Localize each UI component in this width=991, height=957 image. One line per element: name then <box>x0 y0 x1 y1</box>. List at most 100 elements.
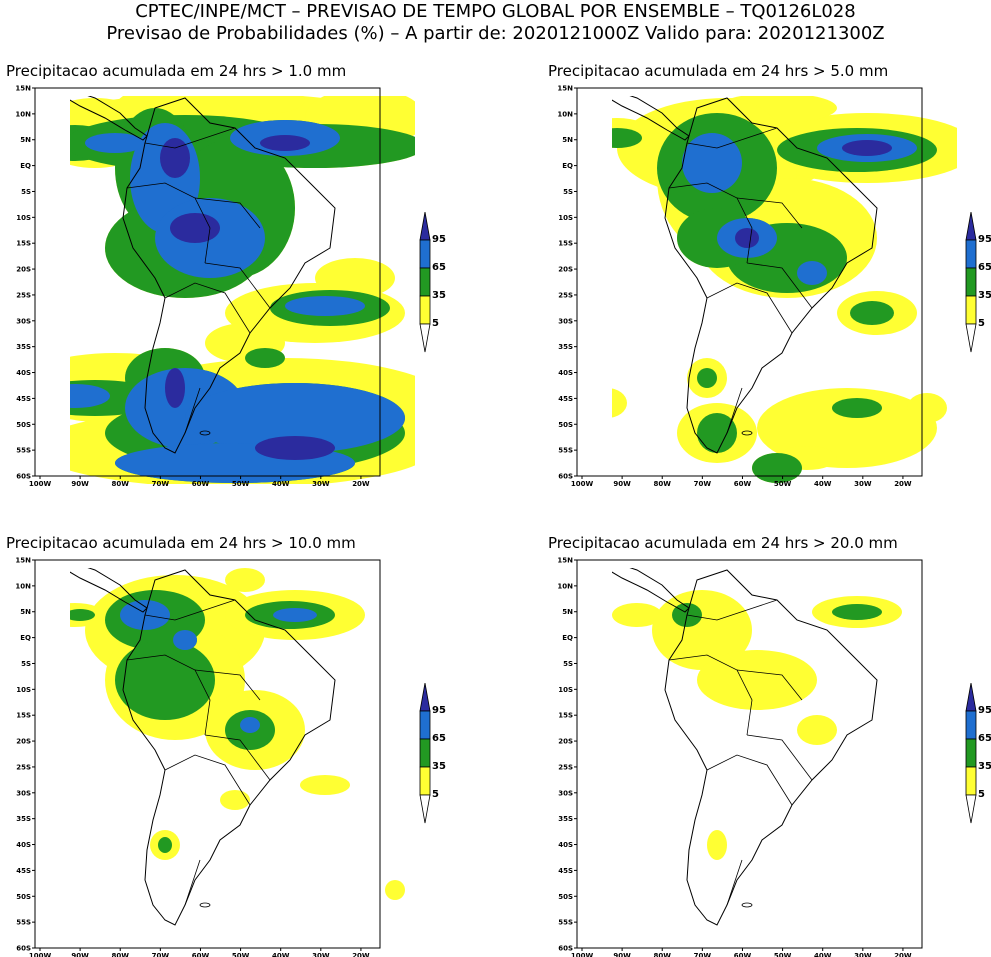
lat-tick-label: 5N <box>20 136 31 144</box>
lat-tick-label: 10N <box>557 110 573 118</box>
country-border <box>686 599 778 621</box>
lat-tick-label: 60S <box>16 945 31 953</box>
colorbar-segment <box>965 738 977 768</box>
probability-area <box>752 453 802 483</box>
probability-area <box>612 603 662 627</box>
lon-tick-label: 60W <box>192 952 210 957</box>
probability-area <box>173 630 197 650</box>
lon-tick-label: 50W <box>774 952 792 957</box>
probability-area <box>907 393 947 423</box>
lat-tick-label: 20S <box>558 266 573 274</box>
colorbar-segment <box>419 710 431 740</box>
probability-area <box>158 837 172 853</box>
colorbar-segment <box>419 239 431 269</box>
colorbar-segment <box>965 239 977 269</box>
panel-4-title: Precipitacao acumulada em 24 hrs > 20.0 … <box>548 534 898 552</box>
probability-area <box>612 388 627 418</box>
country-border <box>204 734 271 781</box>
lat-tick-label: 30S <box>558 317 573 325</box>
country-border <box>194 669 261 701</box>
probability-area <box>240 717 260 733</box>
lon-tick-label: 60W <box>734 480 752 488</box>
lon-tick-label: 80W <box>653 952 671 957</box>
country-border <box>164 754 251 806</box>
probability-area <box>35 880 55 900</box>
panel-2-map: 15N 10N 5N EQ 5S 10S 15S 20S 25S 30S 35S 40S 45S 50S 5… <box>557 85 957 488</box>
panel-4-map: 15N 10N 5N EQ 5S 10S 15S 20S 25S 30S 35S 40S 45S 50S 5… <box>557 557 923 957</box>
country-border <box>736 669 803 701</box>
lat-tick-label: 15N <box>557 85 573 93</box>
probability-area <box>220 790 250 810</box>
legend-label: 95 <box>978 234 991 245</box>
panel-1-title: Precipitacao acumulada em 24 hrs > 1.0 m… <box>6 62 347 80</box>
lat-tick-label: 15S <box>16 240 31 248</box>
lat-tick-label: 55S <box>558 919 573 927</box>
colorbar <box>965 683 977 824</box>
colorbar-segment <box>419 295 431 325</box>
map-frame <box>34 559 381 949</box>
lat-tick-label: 5N <box>562 608 573 616</box>
lat-tick-label: 20S <box>16 738 31 746</box>
country-border <box>144 599 236 621</box>
lat-tick-label: 60S <box>558 945 573 953</box>
probability-area <box>300 775 350 795</box>
lat-tick-label: 60S <box>16 473 31 481</box>
map-frame <box>34 87 381 477</box>
probability-area <box>160 138 190 178</box>
lon-tick-label: 30W <box>312 480 330 488</box>
lat-tick-label: 5S <box>563 660 573 668</box>
probability-area <box>285 296 365 316</box>
legend-label: 5 <box>432 318 439 329</box>
probability-area <box>225 96 305 114</box>
legend-label: 95 <box>432 705 446 716</box>
lon-tick-label: 30W <box>854 480 872 488</box>
lon-tick-label: 70W <box>152 480 170 488</box>
main-title: CPTEC/INPE/MCT – PREVISAO DE TEMPO GLOBA… <box>135 1 856 22</box>
lat-tick-label: 40S <box>16 369 31 377</box>
coastline <box>664 97 878 454</box>
probability-area <box>385 880 405 900</box>
panel-1-map: 15N 10N 5N EQ 5S 10S 15S 20S 25S 30S 35S 40S 45S 50S 5… <box>15 85 415 488</box>
lat-tick-label: 40S <box>16 841 31 849</box>
lat-tick-label: EQ <box>562 162 573 170</box>
coastline <box>664 569 878 926</box>
lon-tick-label: 90W <box>71 480 89 488</box>
lon-tick-label: 40W <box>814 480 832 488</box>
lon-tick-label: 50W <box>232 952 250 957</box>
lon-tick-label: 60W <box>734 952 752 957</box>
lat-tick-label: 5S <box>21 660 31 668</box>
country-border <box>144 127 236 149</box>
country-border <box>726 387 743 434</box>
lat-tick-label: 50S <box>558 893 573 901</box>
lon-tick-label: 80W <box>653 480 671 488</box>
colorbar <box>419 683 431 824</box>
country-border <box>204 262 271 309</box>
probability-area <box>842 140 892 156</box>
lat-tick-label: 50S <box>16 421 31 429</box>
lat-tick-label: 55S <box>558 447 573 455</box>
country-border <box>726 859 743 906</box>
lat-tick-label: 30S <box>16 789 31 797</box>
lat-tick-label: 60S <box>558 473 573 481</box>
lat-tick-label: 10S <box>558 214 573 222</box>
colorbar-top-arrow <box>419 212 431 241</box>
lat-tick-label: EQ <box>562 634 573 642</box>
legend-label: 5 <box>978 789 985 800</box>
falklands-outline <box>199 902 211 908</box>
central-america-coast <box>612 96 690 141</box>
lat-tick-label: 40S <box>558 369 573 377</box>
probability-area <box>797 715 837 745</box>
lon-tick-label: 100W <box>29 480 52 488</box>
lat-tick-label: 10N <box>557 582 573 590</box>
lat-tick-label: 5S <box>563 188 573 196</box>
lon-tick-label: 100W <box>571 480 594 488</box>
subtitle: Previsao de Probabilidades (%) – A parti… <box>106 23 885 44</box>
legend-label: 95 <box>432 234 446 245</box>
lat-tick-label: 30S <box>558 789 573 797</box>
falklands-outline <box>741 430 753 436</box>
lat-tick-label: 40S <box>558 841 573 849</box>
lon-tick-label: 20W <box>894 480 912 488</box>
lon-tick-label: 40W <box>272 952 290 957</box>
lat-tick-label: 45S <box>16 867 31 875</box>
legend-label: 5 <box>432 789 439 800</box>
